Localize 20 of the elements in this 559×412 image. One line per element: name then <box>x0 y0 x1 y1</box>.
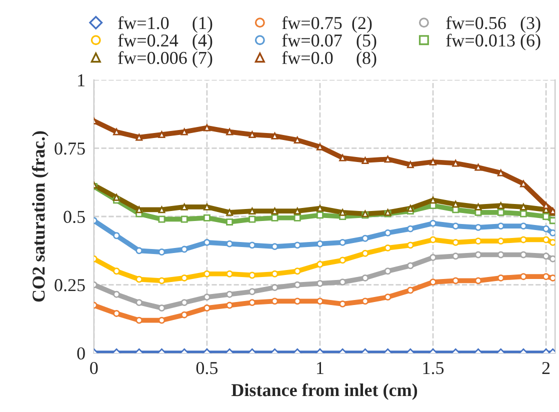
x-tick-label: 1 <box>317 362 324 374</box>
y-tick-label: 0.5 <box>64 210 85 224</box>
y-axis-title: CO2 saturation (frac.) <box>32 131 48 302</box>
y-tick-label: 1 <box>78 74 84 86</box>
x-tick-label: 2 <box>542 362 550 374</box>
legend-label: fw=1.0 (1) <box>118 16 212 33</box>
legend-label: fw=0.75 (2) <box>282 16 372 33</box>
x-tick-label: 0 <box>90 362 98 374</box>
y-tick-label: 0 <box>77 347 85 360</box>
legend-label: fw=0.0 (8) <box>282 51 376 68</box>
legend-label: fw=0.24 (4) <box>118 34 212 50</box>
legend-label: fw=0.006 (7) <box>118 51 212 68</box>
legend-label: fw=0.56 (3) <box>446 16 540 33</box>
x-tick-label: 1.5 <box>423 362 444 374</box>
legend-label: fw=0.013 (6) <box>446 34 540 50</box>
y-tick-label: 0.25 <box>54 279 85 292</box>
y-tick-label: 0.75 <box>54 142 85 155</box>
x-axis-title: Distance from inlet (cm) <box>231 383 418 400</box>
legend-label: fw=0.07 (5) <box>282 34 376 50</box>
x-tick-label: 0.5 <box>196 362 218 374</box>
